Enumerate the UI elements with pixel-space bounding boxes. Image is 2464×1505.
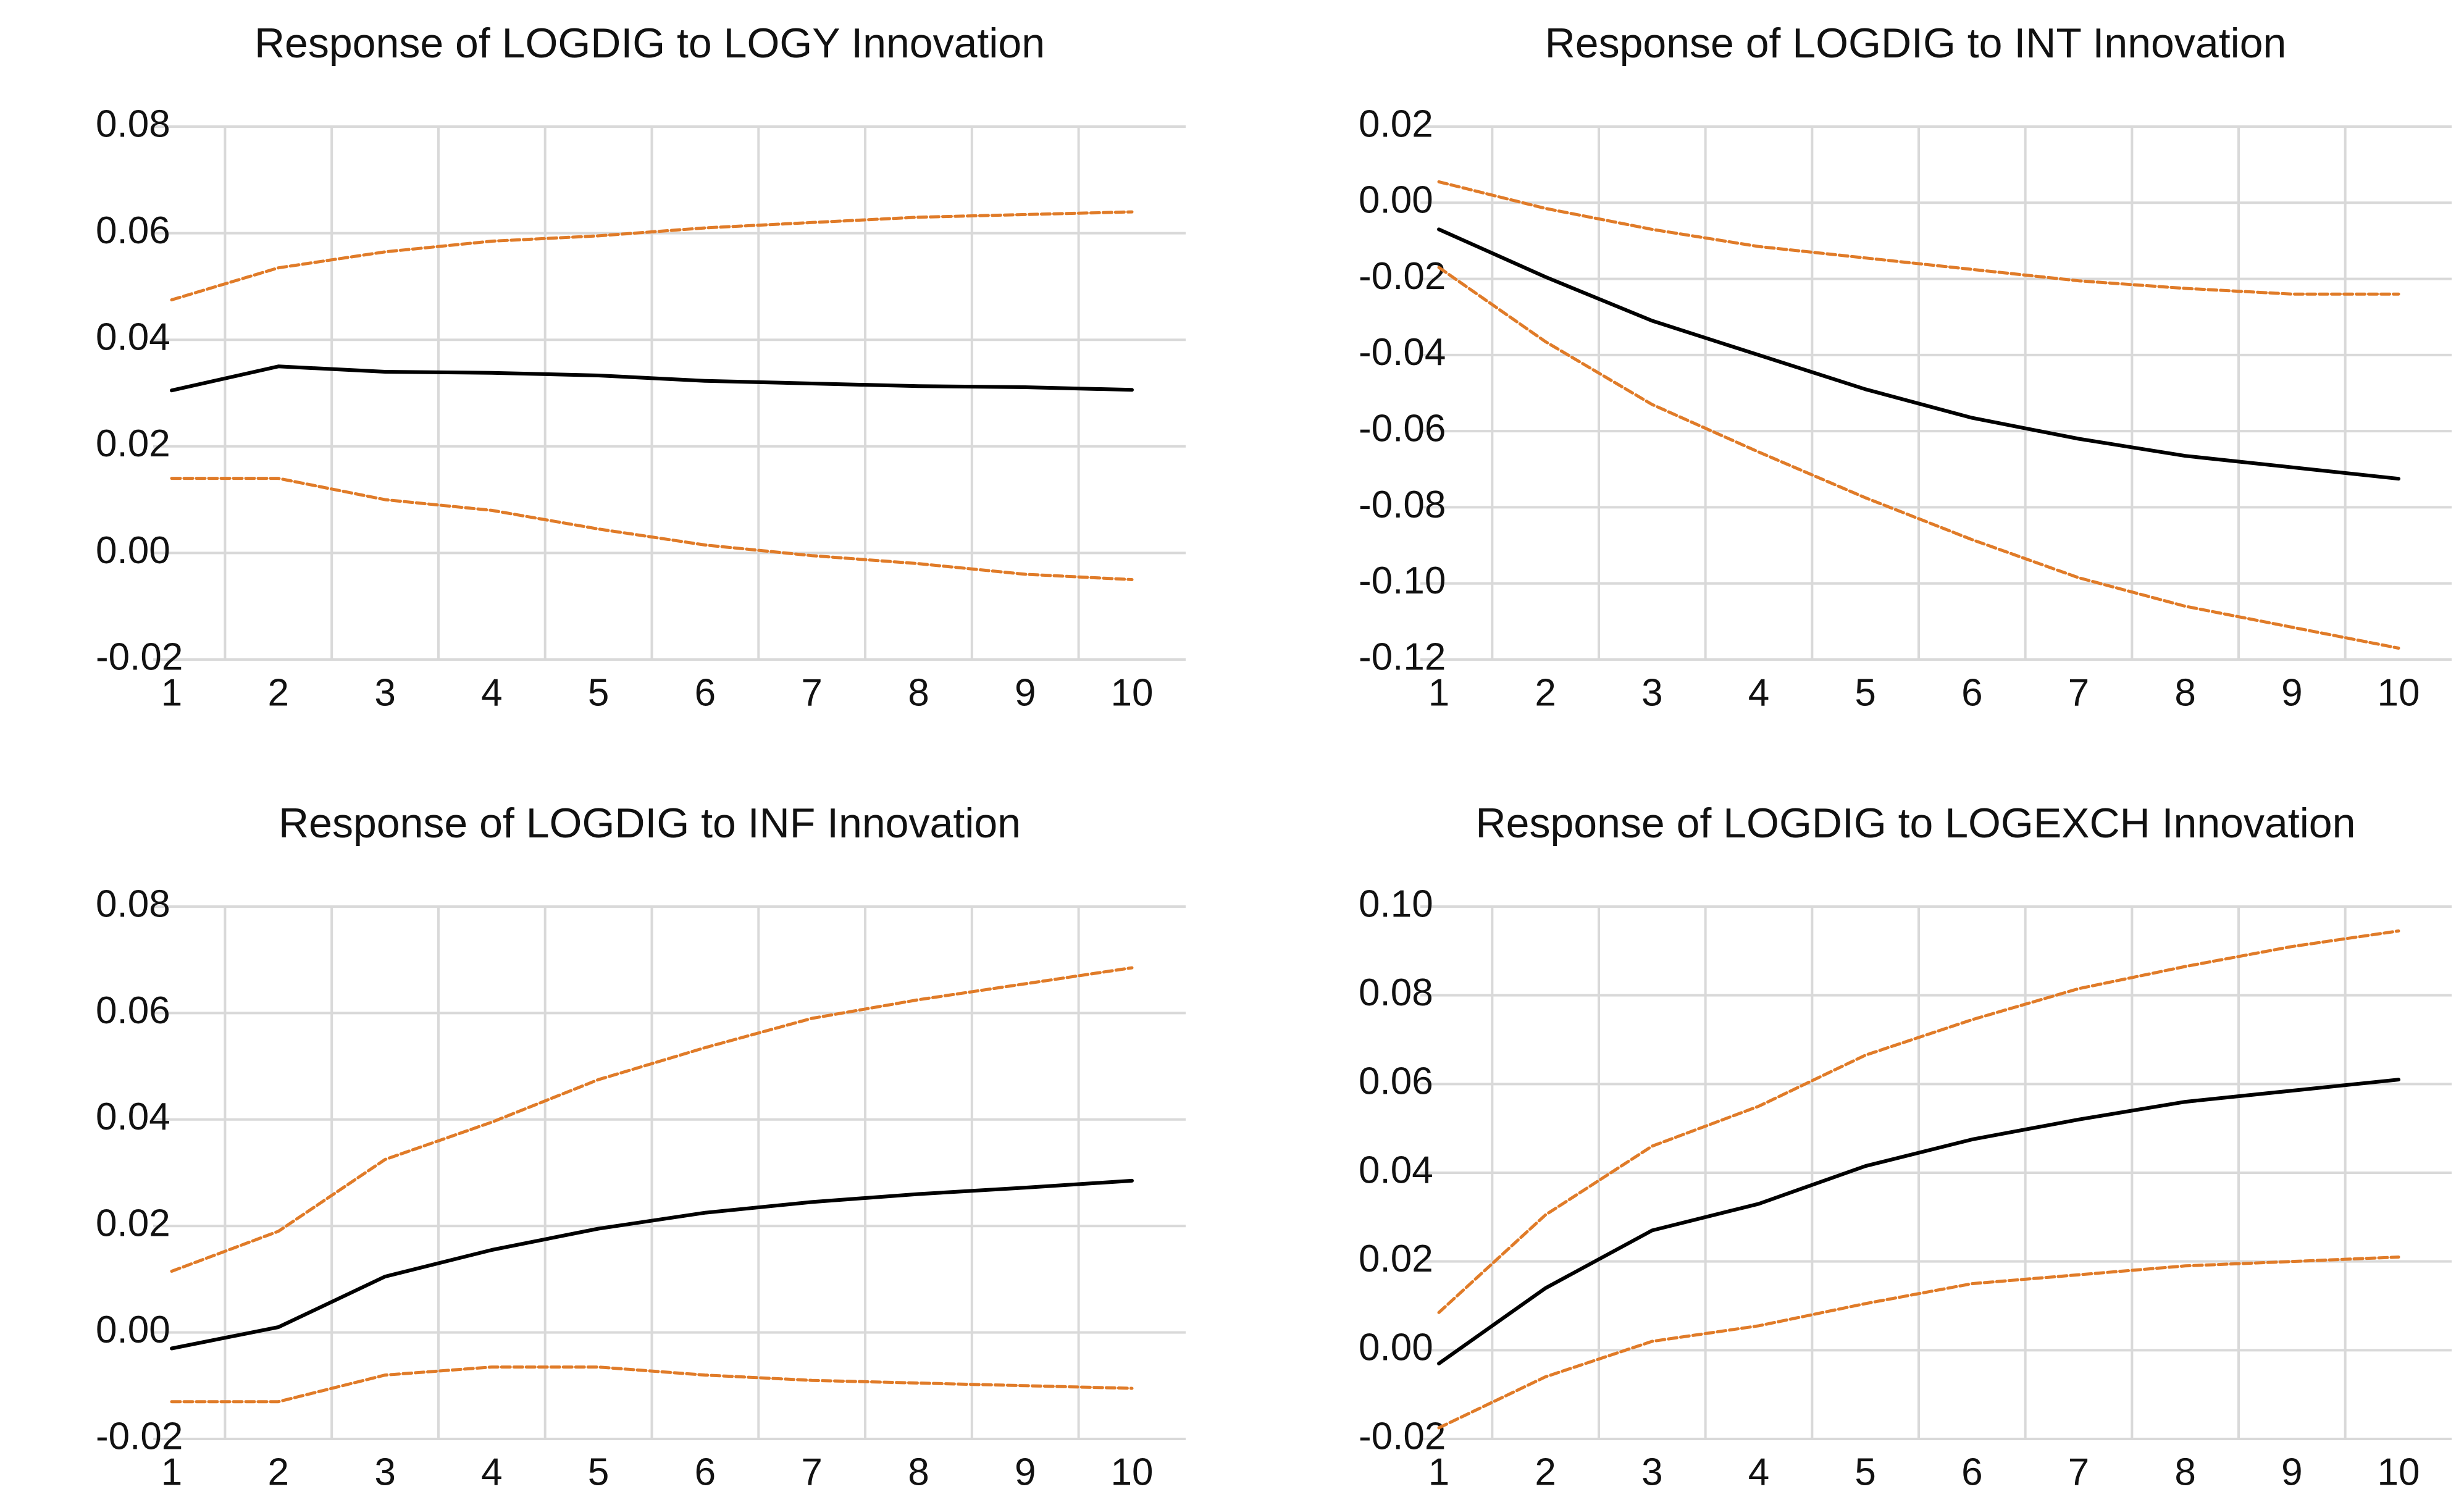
x-tick-label: 8 <box>908 671 929 714</box>
y-tick-label: 0.04 <box>1359 1149 1433 1191</box>
x-tick-label: 5 <box>588 1451 609 1493</box>
lower-band-line <box>170 477 1134 581</box>
x-tick-label: 2 <box>1535 671 1556 714</box>
x-tick-label: 5 <box>1854 1451 1875 1493</box>
y-tick-label: 0.04 <box>96 316 170 359</box>
x-tick-label: 8 <box>908 1451 929 1493</box>
x-tick-label: 3 <box>1641 671 1662 714</box>
chart-panel-1: Response of LOGDIG to LOGY Innovation -0.… <box>96 20 1186 714</box>
x-tick-label: 7 <box>2068 671 2089 714</box>
x-tick-label: 10 <box>2378 671 2420 714</box>
response-line <box>1437 1078 2400 1365</box>
lower-band-line <box>170 1365 1134 1404</box>
panel-title: Response of LOGDIG to LOGY Innovation <box>254 20 1045 67</box>
x-tick-label: 2 <box>268 1451 289 1493</box>
y-tick-label: 0.00 <box>1359 179 1433 222</box>
x-tick-label: 1 <box>1428 671 1449 714</box>
panel-title: Response of LOGDIG to LOGEXCH Innovation <box>1476 800 2356 847</box>
response-line <box>1437 227 2400 481</box>
x-tick-label: 10 <box>1111 1451 1154 1493</box>
y-tick-label: 0.08 <box>96 882 170 925</box>
panel-title: Response of LOGDIG to INF Innovation <box>279 800 1021 847</box>
x-tick-label: 6 <box>1961 1451 1982 1493</box>
x-tick-label: 7 <box>2068 1451 2089 1493</box>
x-tick-label: 4 <box>481 671 502 714</box>
y-tick-label: -0.06 <box>1359 408 1446 450</box>
y-tick-label: 0.00 <box>1359 1327 1433 1369</box>
x-tick-label: 1 <box>161 1451 182 1493</box>
x-tick-label: 6 <box>695 671 716 714</box>
y-tick-label: -0.02 <box>96 635 183 678</box>
response-line <box>170 1178 1134 1351</box>
x-tick-label: 8 <box>2174 671 2195 714</box>
response-line <box>170 364 1134 393</box>
y-tick-label: -0.12 <box>1359 635 1446 678</box>
y-tick-label: 0.06 <box>1359 1060 1433 1103</box>
x-tick-label: 9 <box>1015 1451 1036 1493</box>
x-tick-label: 5 <box>1854 671 1875 714</box>
y-tick-label: -0.08 <box>1359 484 1446 526</box>
chart-panel-3: Response of LOGDIG to INF Innovation -0.0… <box>96 800 1186 1493</box>
x-tick-label: 2 <box>1535 1451 1556 1493</box>
y-tick-label: 0.08 <box>1359 971 1433 1014</box>
x-tick-label: 6 <box>695 1451 716 1493</box>
x-tick-label: 9 <box>1015 671 1036 714</box>
y-tick-label: 0.02 <box>1359 103 1433 145</box>
x-tick-label: 4 <box>1748 1451 1769 1493</box>
y-tick-label: -0.02 <box>96 1415 183 1457</box>
y-tick-label: -0.04 <box>1359 331 1446 374</box>
x-tick-label: 5 <box>588 671 609 714</box>
lower-band-line <box>1437 266 2400 650</box>
y-tick-label: 0.08 <box>96 103 170 145</box>
y-tick-label: 0.02 <box>96 1202 170 1245</box>
x-tick-label: 3 <box>1641 1451 1662 1493</box>
panel-title: Response of LOGDIG to INT Innovation <box>1545 20 2287 67</box>
x-tick-label: 2 <box>268 671 289 714</box>
upper-band-line <box>170 210 1134 301</box>
chart-panel-2: Response of LOGDIG to INT Innovation -0.1… <box>1359 20 2452 714</box>
y-tick-label: 0.04 <box>96 1096 170 1138</box>
y-tick-label: 0.02 <box>1359 1238 1433 1280</box>
x-tick-label: 8 <box>2174 1451 2195 1493</box>
chart-panel-4: Response of LOGDIG to LOGEXCH Innovation… <box>1359 800 2452 1493</box>
x-tick-label: 1 <box>1428 1451 1449 1493</box>
x-tick-label: 6 <box>1961 671 1982 714</box>
x-tick-label: 4 <box>1748 671 1769 714</box>
y-tick-label: -0.10 <box>1359 560 1446 602</box>
x-tick-label: 7 <box>801 1451 822 1493</box>
y-tick-label: 0.06 <box>96 989 170 1032</box>
x-tick-label: 10 <box>1111 671 1154 714</box>
upper-band-line <box>170 966 1134 1273</box>
y-tick-label: 0.00 <box>96 1309 170 1351</box>
upper-band-line <box>1437 929 2400 1314</box>
y-tick-label: 0.00 <box>96 529 170 572</box>
y-tick-label: 0.06 <box>96 209 170 252</box>
y-tick-label: -0.02 <box>1359 1415 1446 1457</box>
x-tick-label: 7 <box>801 671 822 714</box>
x-tick-label: 3 <box>374 671 395 714</box>
x-tick-label: 9 <box>2281 671 2302 714</box>
x-tick-label: 10 <box>2378 1451 2420 1493</box>
lower-band-line <box>1437 1256 2400 1430</box>
y-tick-label: 0.02 <box>96 422 170 465</box>
x-tick-label: 9 <box>2281 1451 2302 1493</box>
upper-band-line <box>1437 180 2400 296</box>
x-tick-label: 1 <box>161 671 182 714</box>
y-tick-label: 0.10 <box>1359 882 1433 925</box>
x-tick-label: 3 <box>374 1451 395 1493</box>
y-tick-label: -0.02 <box>1359 255 1446 298</box>
x-tick-label: 4 <box>481 1451 502 1493</box>
